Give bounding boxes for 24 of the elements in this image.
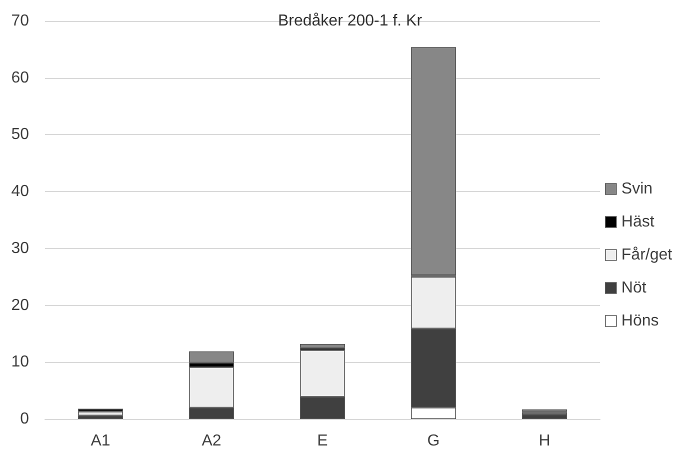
bar [522, 414, 567, 419]
y-tick-label: 70 [11, 12, 30, 30]
y-tick-label: 30 [11, 240, 30, 257]
legend-label: Svin [621, 180, 653, 198]
legend-label: Höns [621, 312, 659, 330]
x-tick-label: A1 [90, 432, 110, 450]
bar [78, 412, 123, 416]
bar [411, 47, 456, 276]
y-tick-label: 40 [11, 183, 30, 200]
legend-label: Häst [621, 214, 655, 230]
y-tick-label: 60 [11, 69, 30, 86]
bar [78, 416, 123, 419]
y-tick-label: 10 [11, 354, 30, 371]
y-tick-label: 50 [11, 126, 30, 144]
bar [300, 344, 345, 348]
legend-label: Får/get [621, 246, 673, 264]
x-tick-label: H [538, 432, 550, 450]
chart-title: Bredåker 200-1 f. Kr [278, 12, 423, 30]
legend-label: Nöt [621, 280, 647, 296]
x-tick-label: G [427, 432, 440, 450]
y-tick-label: 0 [20, 410, 30, 428]
x-tick-label: A2 [202, 432, 222, 450]
x-tick-label: E [317, 432, 328, 450]
y-tick-label: 20 [11, 296, 30, 314]
